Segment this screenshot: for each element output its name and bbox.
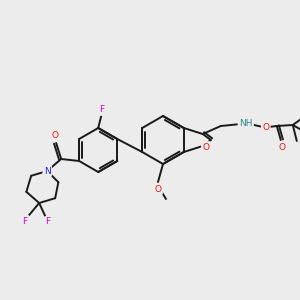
Text: F: F xyxy=(99,106,104,115)
Text: O: O xyxy=(262,122,269,131)
Text: F: F xyxy=(46,218,51,226)
Text: O: O xyxy=(278,142,285,152)
Text: N: N xyxy=(44,167,50,176)
Text: NH: NH xyxy=(239,118,253,127)
Text: O: O xyxy=(154,184,161,194)
Text: F: F xyxy=(22,217,28,226)
Text: O: O xyxy=(202,142,209,152)
Text: O: O xyxy=(52,131,59,140)
